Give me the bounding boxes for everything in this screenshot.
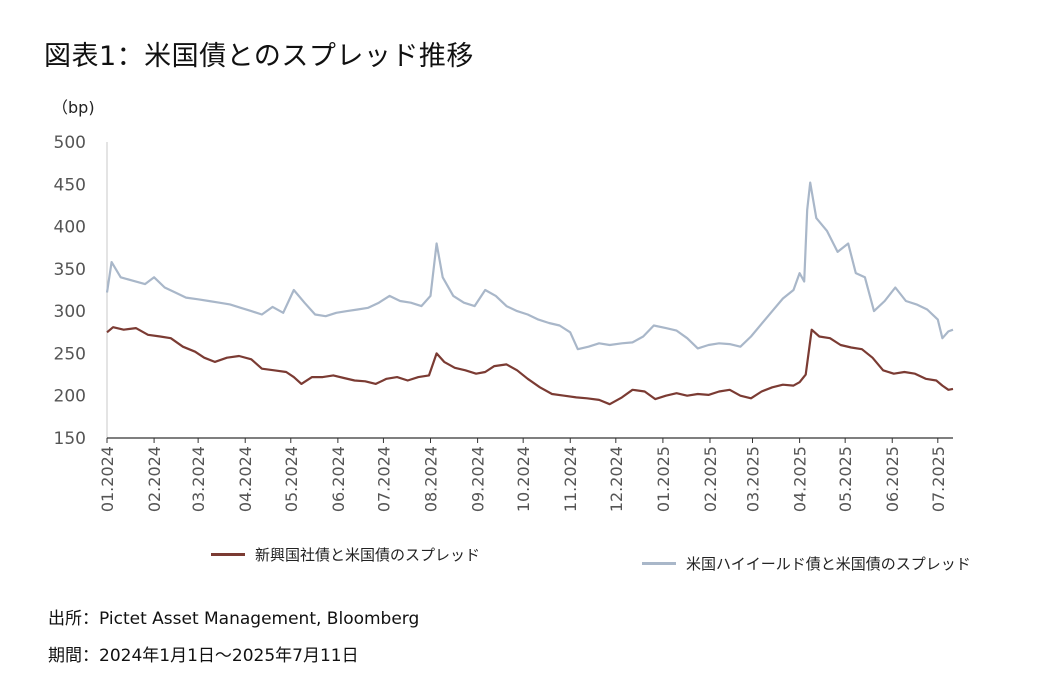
- y-tick-label: 350: [54, 260, 86, 280]
- x-tick-label: 05.2025: [836, 446, 855, 512]
- y-tick-label: 150: [54, 429, 86, 449]
- chart-title: 図表1：米国債とのスプレッド推移: [44, 41, 474, 72]
- x-tick-label: 09.2024: [469, 446, 488, 512]
- x-tick-label: 04.2024: [236, 446, 255, 512]
- x-tick-label: 10.2024: [514, 446, 533, 512]
- series-line-hy-spread: [105, 181, 954, 351]
- y-tick-label: 500: [54, 133, 86, 153]
- period-note: 期間：2024年1月1日～2025年7月11日: [48, 646, 359, 666]
- y-axis-unit-label: （bp): [52, 98, 95, 117]
- x-tick-label: 02.2025: [701, 446, 720, 512]
- x-tick-label: 06.2025: [883, 446, 902, 512]
- y-tick-label: 300: [54, 302, 86, 322]
- x-tick-label: 07.2025: [929, 446, 948, 512]
- y-tick-label: 400: [54, 218, 86, 238]
- x-tick-label: 03.2024: [189, 446, 208, 512]
- series-lines: [105, 181, 954, 406]
- x-tick-label: 08.2024: [422, 446, 441, 512]
- x-tick-label: 06.2024: [329, 446, 348, 512]
- x-tick-label: 02.2024: [145, 446, 164, 512]
- x-axis: 01.2024 02.2024 03.2024 04.2024 05.2024 06.20…: [98, 437, 953, 512]
- legend-item-em: 新興国社債と米国債のスプレッド: [211, 544, 480, 565]
- legend-label-hy: 米国ハイイールド債と米国債のスプレッド: [686, 555, 971, 573]
- series-line-em-spread: [106, 326, 954, 406]
- x-tick-label: 04.2025: [791, 446, 810, 512]
- legend-item-hy: 米国ハイイールド債と米国債のスプレッド: [642, 553, 971, 574]
- y-tick-label: 200: [54, 387, 86, 407]
- legend-swatch-hy: [642, 562, 676, 565]
- source-note: 出所：Pictet Asset Management, Bloomberg: [48, 609, 420, 629]
- x-tick-label: 03.2025: [744, 446, 763, 512]
- x-tick-label: 05.2024: [282, 446, 301, 512]
- x-tick-label: 11.2024: [561, 446, 580, 512]
- y-axis: 150 200 250 300 350 400 450 500: [54, 133, 108, 449]
- x-tick-label: 01.2025: [654, 446, 673, 512]
- y-tick-label: 450: [54, 175, 86, 195]
- x-tick-label: 07.2024: [374, 446, 393, 512]
- legend-swatch-em: [211, 553, 245, 556]
- x-tick-label: 01.2024: [98, 446, 117, 512]
- legend-label-em: 新興国社債と米国債のスプレッド: [255, 546, 481, 564]
- y-tick-label: 250: [54, 344, 86, 364]
- x-tick-label: 12.2024: [607, 446, 626, 512]
